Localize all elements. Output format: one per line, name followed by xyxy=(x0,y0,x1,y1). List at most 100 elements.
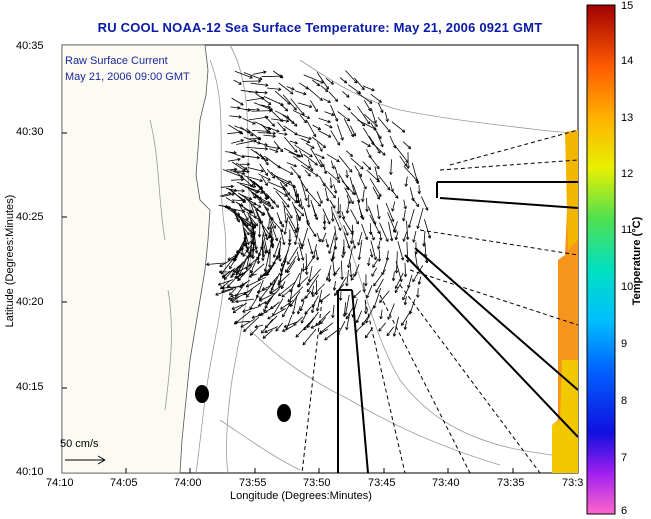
current-vector-head xyxy=(297,283,299,288)
current-vector-head xyxy=(389,238,393,242)
current-vector-head xyxy=(350,201,354,205)
current-vectors xyxy=(206,70,432,346)
current-vector xyxy=(255,151,265,160)
current-vector xyxy=(343,104,351,111)
current-vector xyxy=(372,258,379,268)
current-vector xyxy=(297,276,309,288)
current-vector-head xyxy=(326,88,329,92)
current-vector xyxy=(218,279,233,286)
current-vector xyxy=(370,122,382,139)
current-vector-head xyxy=(376,197,380,200)
current-vector-head xyxy=(221,274,224,278)
axis-ticks xyxy=(62,132,514,473)
current-vector-head xyxy=(385,239,389,242)
current-vector-head xyxy=(377,151,381,154)
current-vector-head xyxy=(260,192,264,194)
current-vector xyxy=(412,265,424,283)
current-vector-head xyxy=(278,87,282,90)
current-vector-head xyxy=(241,102,244,106)
current-vector xyxy=(280,230,285,245)
current-vector-head xyxy=(377,246,379,250)
current-vector-head xyxy=(404,327,408,330)
current-vector xyxy=(386,250,389,261)
current-vector xyxy=(274,90,291,105)
current-vector-head xyxy=(392,229,395,233)
current-vector xyxy=(343,118,354,138)
current-vector-head xyxy=(295,107,297,111)
current-vector xyxy=(294,228,300,245)
current-vector-head xyxy=(296,258,300,262)
current-vector-head xyxy=(236,249,238,253)
current-vector xyxy=(234,212,240,223)
current-vector-head xyxy=(334,100,338,102)
current-vector-head xyxy=(282,315,286,318)
current-vector-head xyxy=(352,246,356,249)
current-vector xyxy=(281,290,290,298)
current-vector xyxy=(299,82,309,90)
current-vector-head xyxy=(363,216,365,220)
current-vector xyxy=(237,262,243,273)
current-vector xyxy=(261,201,274,209)
current-vector xyxy=(333,184,337,194)
current-vector-head xyxy=(231,193,235,197)
current-vector-head xyxy=(241,189,245,192)
current-vector-head xyxy=(312,134,316,138)
current-vector-head xyxy=(258,312,261,316)
current-vector-head xyxy=(374,126,377,130)
current-vector-head xyxy=(249,332,252,336)
current-vector-head xyxy=(403,129,406,133)
current-vector xyxy=(368,257,370,266)
current-vector xyxy=(389,135,396,149)
current-vector-head xyxy=(261,96,265,99)
current-vector xyxy=(316,289,323,312)
current-vector xyxy=(349,125,356,137)
current-vector-head xyxy=(333,165,335,169)
current-vector xyxy=(285,314,293,331)
current-vector-head xyxy=(246,233,250,236)
current-vector-head xyxy=(258,298,262,302)
current-vector-head xyxy=(243,330,247,332)
current-vector xyxy=(304,212,310,226)
current-vector-head xyxy=(266,196,270,199)
current-vector-head xyxy=(396,270,399,274)
current-vector-head xyxy=(282,129,286,132)
current-vector-head xyxy=(267,249,269,253)
current-vector xyxy=(304,306,312,315)
current-vector xyxy=(354,322,366,333)
current-vector-head xyxy=(264,234,267,237)
current-vector xyxy=(271,118,289,122)
current-vector-head xyxy=(241,139,244,143)
current-vector-head xyxy=(425,208,428,211)
current-vector-head xyxy=(281,118,284,122)
current-vector-head xyxy=(300,298,303,302)
current-vector-head xyxy=(269,264,272,268)
current-vector-head xyxy=(347,94,350,98)
current-vector-head xyxy=(264,324,267,328)
current-vector-head xyxy=(306,282,308,286)
current-vector-head xyxy=(303,328,307,331)
current-vector xyxy=(295,210,301,220)
current-vector xyxy=(363,282,365,293)
current-vector-head xyxy=(406,165,409,169)
current-vector-head xyxy=(264,147,268,150)
current-vector-head xyxy=(390,189,394,193)
current-vector xyxy=(252,130,270,132)
current-vector-head xyxy=(333,190,337,194)
current-vector-head xyxy=(404,302,408,306)
current-vector-head xyxy=(258,201,262,204)
current-vector-head xyxy=(313,214,317,218)
scale-arrow xyxy=(65,455,106,465)
current-vector-head xyxy=(332,218,335,222)
current-vector-head xyxy=(328,119,331,123)
current-vector-head xyxy=(330,258,332,262)
colorbar-tick-label: 14 xyxy=(621,55,634,67)
colorbar-tick-label: 11 xyxy=(621,224,633,236)
current-vector xyxy=(258,173,271,181)
current-vector xyxy=(234,274,243,279)
map-title: RU COOL NOAA-12 Sea Surface Temperature:… xyxy=(97,20,543,35)
current-vector xyxy=(346,194,351,204)
current-vector xyxy=(246,211,262,221)
current-vector-head xyxy=(256,250,259,254)
current-vector xyxy=(230,189,246,204)
current-vector-head xyxy=(240,139,244,141)
